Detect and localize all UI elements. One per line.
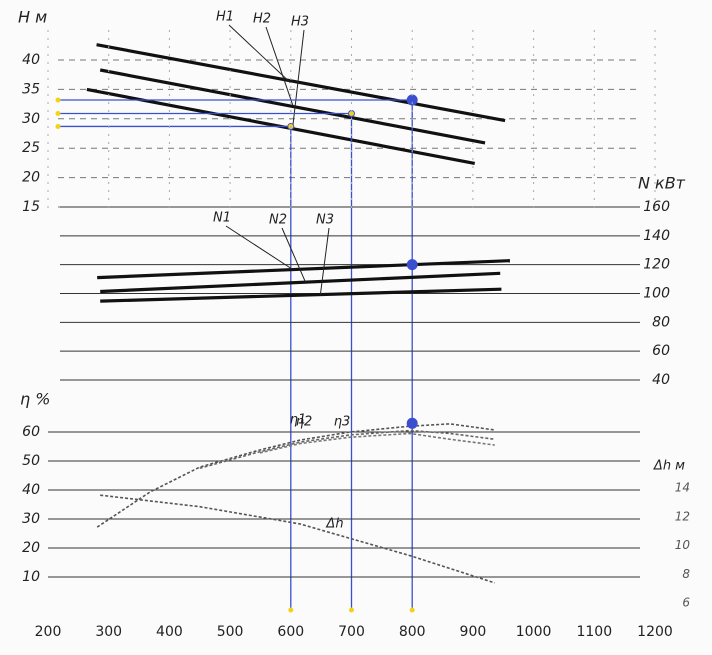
y-tick-label: 20 <box>22 170 40 186</box>
label-leader <box>265 26 294 107</box>
series-label: N1 <box>213 211 231 226</box>
series-label: η3 <box>334 415 351 430</box>
y-tick-label: 30 <box>22 111 40 127</box>
x-tick-label: 500 <box>217 624 244 640</box>
y-tick-label: 80 <box>652 314 670 330</box>
series-line <box>100 271 501 294</box>
series-line <box>100 287 502 303</box>
y-tick-label: 25 <box>22 140 40 156</box>
x-tick-label: 1200 <box>637 624 673 640</box>
y-tick-label: 40 <box>652 372 670 388</box>
y-tick-label: 50 <box>22 453 40 469</box>
y-tick-label: 20 <box>22 540 40 556</box>
series-label: H2 <box>253 12 271 27</box>
y2-tick-label: 10 <box>675 538 691 552</box>
x-tick-label: 900 <box>460 624 487 640</box>
y-tick-label: 160 <box>643 199 670 215</box>
x-tick-label: 1100 <box>576 624 612 640</box>
x-tick-label: 400 <box>156 624 183 640</box>
series-line <box>100 494 495 584</box>
guide-axis-dot <box>55 111 61 117</box>
x-tick-label: 300 <box>95 624 122 640</box>
operating-point <box>406 259 418 271</box>
series-label: Δh <box>325 517 343 532</box>
series-label: H3 <box>291 15 309 30</box>
series-line <box>96 423 495 528</box>
guide-foot <box>349 607 354 613</box>
y-axis-label: N кВт <box>638 174 686 193</box>
operating-point <box>406 417 418 429</box>
guide-foot <box>288 607 294 613</box>
y-tick-label: 60 <box>22 424 40 440</box>
y2-tick-label: 6 <box>682 596 690 610</box>
guide-axis-dot <box>55 97 61 103</box>
y-tick-label: 35 <box>22 81 40 97</box>
label-leader <box>225 225 293 270</box>
x-tick-label: 600 <box>277 624 304 640</box>
series-label: N2 <box>269 213 287 228</box>
x-tick-label: 200 <box>35 624 62 640</box>
guide-axis-dot <box>55 123 61 129</box>
label-leader <box>292 29 305 127</box>
y-tick-label: 30 <box>22 511 40 527</box>
y-axis-label: H м <box>18 8 47 27</box>
y-tick-label: 10 <box>22 569 40 585</box>
series-line <box>97 259 510 280</box>
y-tick-label: 40 <box>22 482 40 498</box>
y-tick-label: 60 <box>652 343 670 359</box>
y-tick-label: 140 <box>643 228 670 244</box>
series-line <box>259 432 495 454</box>
x-tick-label: 800 <box>399 624 426 640</box>
series-line <box>199 429 495 470</box>
y-tick-label: 15 <box>22 199 40 215</box>
y2-tick-label: 12 <box>675 509 690 523</box>
y-axis-label: η % <box>20 390 50 409</box>
y2-tick-label: 14 <box>675 481 690 495</box>
guide-foot <box>409 607 415 613</box>
series-label: N3 <box>316 213 334 228</box>
y-tick-label: 40 <box>22 52 40 68</box>
label-leader <box>228 24 291 84</box>
series-line <box>99 68 486 145</box>
label-leader <box>281 227 307 283</box>
series-label: H1 <box>216 10 234 25</box>
x-tick-label: 700 <box>338 624 365 640</box>
y-tick-label: 100 <box>643 286 670 302</box>
y-tick-label: 120 <box>643 257 670 273</box>
label-leader <box>319 227 330 296</box>
series-label: η2 <box>296 415 313 430</box>
y2-tick-label: 8 <box>682 567 690 581</box>
y2-axis-label: Δh м <box>653 459 685 474</box>
x-tick-label: 1000 <box>516 624 552 640</box>
series-line <box>96 43 506 123</box>
series-label: η1 <box>290 413 307 428</box>
